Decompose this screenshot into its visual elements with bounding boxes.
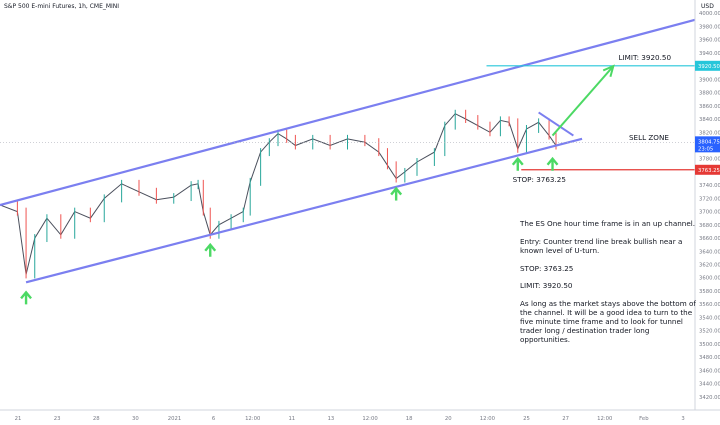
price-tick-label: 3960.00: [699, 38, 720, 44]
price-axis-bg: [695, 0, 720, 425]
time-tick-label: 11: [288, 416, 295, 422]
counter-trendline: [538, 111, 574, 137]
time-tick-label: 25: [523, 416, 530, 422]
time-tick-label: 20: [445, 416, 452, 422]
up-arrow-head: [20, 290, 32, 300]
up-arrow-head: [511, 156, 524, 166]
time-tick-label: 12:00: [597, 416, 613, 422]
price-tick-label: 3900.00: [699, 77, 720, 83]
channel-lower-line: [25, 137, 583, 284]
price-tick-label: 3980.00: [699, 24, 720, 30]
price-tick-label: 3600.00: [699, 276, 720, 282]
time-tick-label: 12:00: [245, 416, 261, 422]
price-tick-label: 3660.00: [699, 236, 720, 242]
price-tick-label: 3780.00: [699, 157, 720, 163]
price-tick-label: 3700.00: [699, 210, 720, 216]
time-tick-label: 12:00: [362, 416, 378, 422]
price-tick-label: 3440.00: [699, 382, 720, 388]
stop-price-badge: [695, 164, 720, 175]
note-entry: Entry: Counter trend line break bullish …: [520, 236, 683, 255]
time-tick-label: 27: [562, 416, 569, 422]
up-arrow-icon: [546, 156, 559, 171]
time-tick-label: 12:00: [480, 416, 496, 422]
last-price-badge: [695, 136, 720, 153]
time-tick-label: 23: [54, 416, 61, 422]
time-tick-label: 18: [406, 416, 413, 422]
last-price-text: 3804.75: [698, 139, 720, 145]
up-arrow-head: [546, 156, 559, 166]
up-arrow-head: [204, 242, 217, 252]
price-line: [0, 113, 557, 275]
price-tick-label: 3640.00: [699, 249, 720, 255]
up-arrow-icon: [20, 290, 32, 305]
price-tick-label: 3540.00: [699, 315, 720, 321]
price-tick-label: 3940.00: [699, 51, 720, 57]
up-arrow-head: [390, 186, 403, 196]
note-strategy: As long as the market stays above the bo…: [520, 299, 696, 344]
price-tick-label: 3620.00: [699, 263, 720, 269]
note-limit: LIMIT: 3920.50: [520, 281, 573, 291]
time-tick-label: Feb: [639, 416, 649, 422]
price-tick-label: 3500.00: [699, 342, 720, 348]
price-tick-label: 3680.00: [699, 223, 720, 229]
limit-badge-text: 3920.50: [698, 64, 720, 70]
up-arrow-icon: [204, 242, 217, 257]
time-tick-label: 30: [132, 416, 139, 422]
price-tick-label: 3880.00: [699, 91, 720, 97]
note-stop: STOP: 3763.25: [520, 263, 574, 273]
note-channel: The ES One hour time frame is in an up c…: [520, 219, 696, 228]
price-tick-label: 3720.00: [699, 196, 720, 202]
price-tick-label: 4000.00: [699, 11, 720, 17]
sell-zone-label: SELL ZONE: [629, 133, 669, 142]
price-tick-label: 3560.00: [699, 302, 720, 308]
up-arrow-icon: [511, 156, 524, 171]
limit-label: LIMIT: 3920.50: [619, 53, 672, 62]
price-tick-label: 3860.00: [699, 104, 720, 110]
stop-label: STOP: 3763.25: [513, 175, 566, 184]
symbol-title: S&P 500 E-mini Futures, 1h, CME_MINI: [4, 3, 120, 10]
projection-arrow-head: [602, 64, 615, 77]
channel-upper-line: [0, 18, 696, 207]
time-tick-label: 21: [15, 416, 22, 422]
last-price-time: 23:05: [698, 146, 713, 152]
price-tick-label: 3460.00: [699, 368, 720, 374]
currency-label: USD: [701, 3, 714, 10]
price-tick-label: 3740.00: [699, 183, 720, 189]
trade-notes: The ES One hour time frame is in an up c…: [520, 219, 700, 354]
time-tick-label: 6: [212, 416, 216, 422]
price-tick-label: 3420.00: [699, 395, 720, 401]
plot-area[interactable]: LIMIT: 3920.50 STOP: 3763.25 SELL ZONE: [0, 18, 696, 305]
limit-price-badge: [695, 60, 720, 71]
price-tick-label: 3520.00: [699, 329, 720, 335]
up-arrow-icon: [390, 186, 403, 201]
price-axis[interactable]: 4000.003980.003960.003940.003920.003900.…: [694, 0, 720, 425]
projection-arrow-line: [551, 65, 615, 137]
time-tick-label: 2021: [168, 416, 181, 422]
price-tick-label: 3840.00: [699, 117, 720, 123]
price-tick-label: 3580.00: [699, 289, 720, 295]
time-axis[interactable]: 21 23 28 30 2021 6 12:00 11 13 12:00 18 20 12:00 25 27…: [0, 409, 720, 422]
time-tick-label: 28: [93, 416, 100, 422]
price-tick-label: 3480.00: [699, 355, 720, 361]
time-tick-label: 3: [681, 416, 684, 422]
stop-badge-text: 3763.25: [698, 168, 720, 174]
time-tick-label: 13: [328, 416, 335, 422]
price-tick-label: 3820.00: [699, 130, 720, 136]
